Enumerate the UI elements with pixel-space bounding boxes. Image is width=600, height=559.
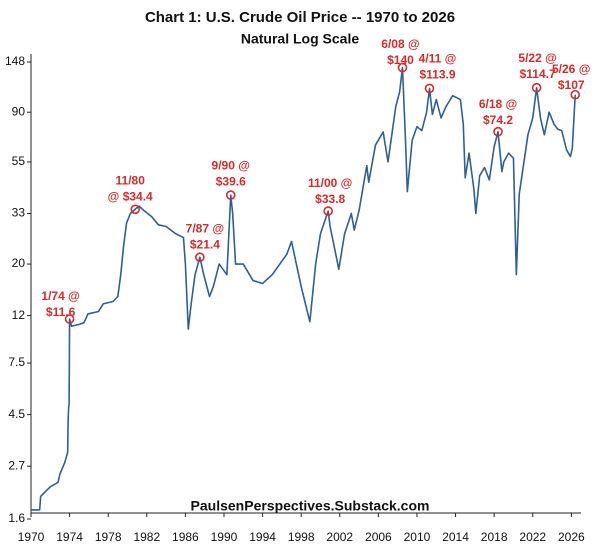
annotation-label: $33.8 <box>315 192 345 206</box>
annotation-marker <box>570 89 581 100</box>
annotation-label: 6/08 @ <box>381 37 419 51</box>
annotation-marker <box>397 62 408 73</box>
y-tick-label: 2.7 <box>8 458 25 472</box>
x-tick-label: 1994 <box>249 530 276 544</box>
annotation-label: 11/80 <box>116 173 146 187</box>
y-tick-label: 90 <box>12 104 26 118</box>
annotation-marker <box>64 314 75 324</box>
x-tick-label: 2006 <box>365 530 392 544</box>
annotation-label: $114.7 <box>520 67 556 81</box>
annotation-label: $21.4 <box>190 237 220 251</box>
x-tick-label: 1970 <box>18 530 45 544</box>
annotation-marker <box>493 126 503 137</box>
annotation-label: 5/22 @ <box>518 51 556 65</box>
annotation-label: 9/90 @ <box>212 158 250 172</box>
annotation-label: 7/87 @ <box>186 221 224 235</box>
x-tick-label: 1978 <box>95 530 122 544</box>
x-tick-label: 1990 <box>211 530 238 544</box>
annotation-label: $11.6 <box>46 305 76 319</box>
x-tick-label: 2026 <box>558 530 585 544</box>
annotation-label: 11/00 @ <box>308 176 352 190</box>
annotation-label: $107 <box>558 78 585 92</box>
x-tick-label: 2010 <box>404 530 431 544</box>
chart-subtitle: Natural Log Scale <box>241 31 359 47</box>
y-tick-label: 12 <box>12 308 26 322</box>
x-tick-label: 2018 <box>481 530 508 544</box>
annotation-marker <box>225 190 236 200</box>
y-tick-label: 7.5 <box>8 355 25 369</box>
y-tick-label: 4.5 <box>8 407 25 421</box>
y-tick-label: 1.6 <box>8 511 25 525</box>
annotation-label: 4/11 @ <box>419 52 457 66</box>
annotation-label: 5/26 @ <box>552 62 590 76</box>
x-tick-label: 2002 <box>326 530 353 544</box>
y-tick-label: 55 <box>12 154 26 168</box>
y-tick-label: 148 <box>5 54 25 68</box>
annotation-marker <box>323 206 333 216</box>
chart-title: Chart 1: U.S. Crude Oil Price -- 1970 to… <box>145 9 455 26</box>
annotation-label: $113.9 <box>419 68 455 82</box>
annotation-label: $74.2 <box>483 113 513 127</box>
x-tick-label: 1998 <box>288 530 315 544</box>
annotation-marker <box>531 82 542 93</box>
x-tick-label: 2022 <box>519 530 546 544</box>
annotation-marker <box>424 83 435 94</box>
source: PaulsenPerspectives.Substack.com <box>191 498 430 514</box>
annotation-label: 6/18 @ <box>479 97 517 111</box>
annotation-label: $140 <box>387 53 414 67</box>
annotation-marker <box>130 204 141 215</box>
annotation-marker <box>195 252 205 263</box>
annotation-label: 1/74 @ <box>41 289 79 303</box>
x-tick-label: 2014 <box>442 530 469 544</box>
y-tick-label: 33 <box>12 206 26 220</box>
x-tick-label: 1982 <box>133 530 160 544</box>
x-tick-label: 1986 <box>172 530 199 544</box>
x-tick-label: 1974 <box>56 530 83 544</box>
price-line <box>31 66 577 511</box>
annotation-label: @ $34.4 <box>108 189 153 203</box>
annotation-label: $39.6 <box>216 174 246 188</box>
y-tick-label: 20 <box>12 256 26 270</box>
